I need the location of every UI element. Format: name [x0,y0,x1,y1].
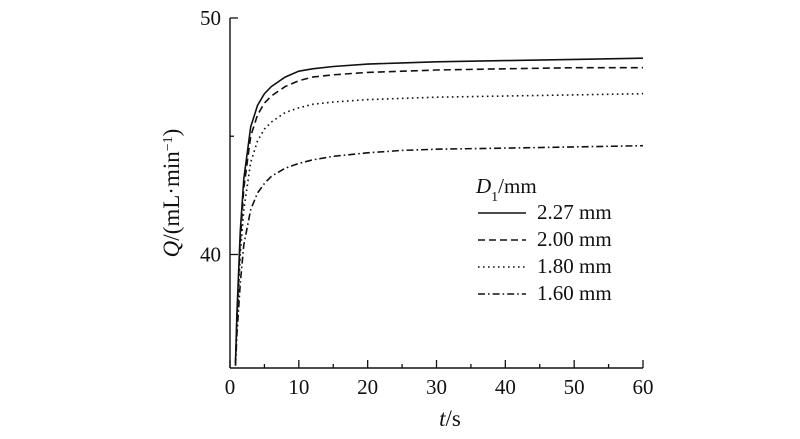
plot-lines [234,57,644,366]
legend-label-3: 1.80 mm [537,254,612,278]
y-tick-label: 40 [200,242,221,266]
legend-label-1: 2.27 mm [537,200,612,224]
y-axis-label: Q/(mL·min−1) [159,129,184,258]
legend-label-4: 1.60 mm [537,281,612,305]
legend: 2.27 mm 2.00 mm 1.80 mm 1.60 mm [478,200,612,305]
x-tick-label: 40 [495,375,516,399]
series-line-3 [234,92,644,366]
series-line-1 [234,57,644,364]
x-axis-label: t/s [439,406,461,431]
x-tick-label: 60 [633,375,654,399]
x-tick-label: 50 [564,375,585,399]
x-tick-label: 30 [426,375,447,399]
x-tick-label: 0 [225,375,236,399]
axes: 0 10 20 30 40 50 60 40 50 [200,6,654,399]
y-tick-label: 50 [200,6,221,30]
legend-title: D1/mm [475,174,537,205]
x-tick-label: 20 [357,375,378,399]
x-tick-label: 10 [288,375,309,399]
series-line-4 [234,144,644,366]
legend-label-2: 2.00 mm [537,227,612,251]
series-line-2 [234,66,643,364]
